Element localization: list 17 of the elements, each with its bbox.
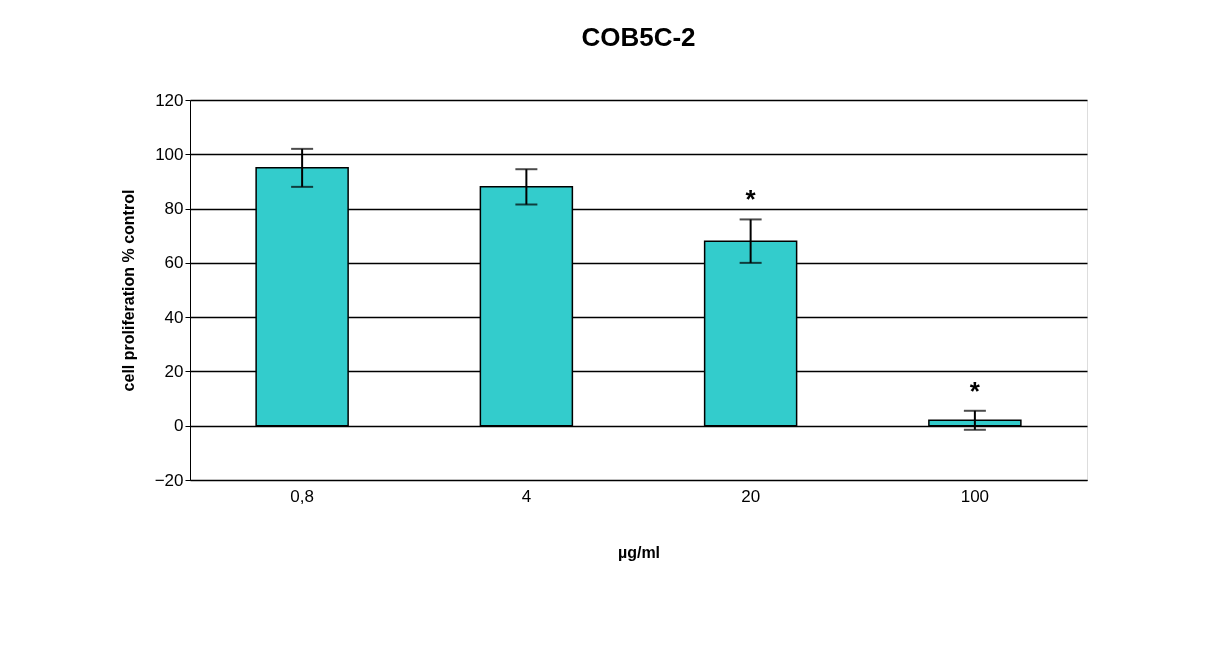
y-tick-label: 100	[155, 144, 184, 164]
y-tick-label: −20	[154, 470, 184, 490]
y-axis-title: cell proliferation % control	[119, 189, 137, 392]
y-tick-label: 40	[164, 307, 184, 327]
data-label: *	[745, 184, 757, 215]
x-tick-label: 100	[960, 486, 990, 506]
y-tick-label: 80	[164, 199, 184, 219]
y-tick-label: 120	[155, 90, 184, 110]
y-tick-label: 60	[164, 253, 184, 273]
x-tick-label: 4	[521, 486, 532, 506]
y-tick-label: 0	[174, 416, 184, 436]
x-axis-title: µg/ml	[617, 543, 661, 561]
chart-title: COB5C-2	[581, 22, 696, 52]
y-tick-label: 20	[164, 361, 184, 381]
x-tick-label: 20	[741, 486, 761, 506]
x-tick-label: 0,8	[290, 486, 314, 506]
data-label: *	[969, 375, 981, 406]
